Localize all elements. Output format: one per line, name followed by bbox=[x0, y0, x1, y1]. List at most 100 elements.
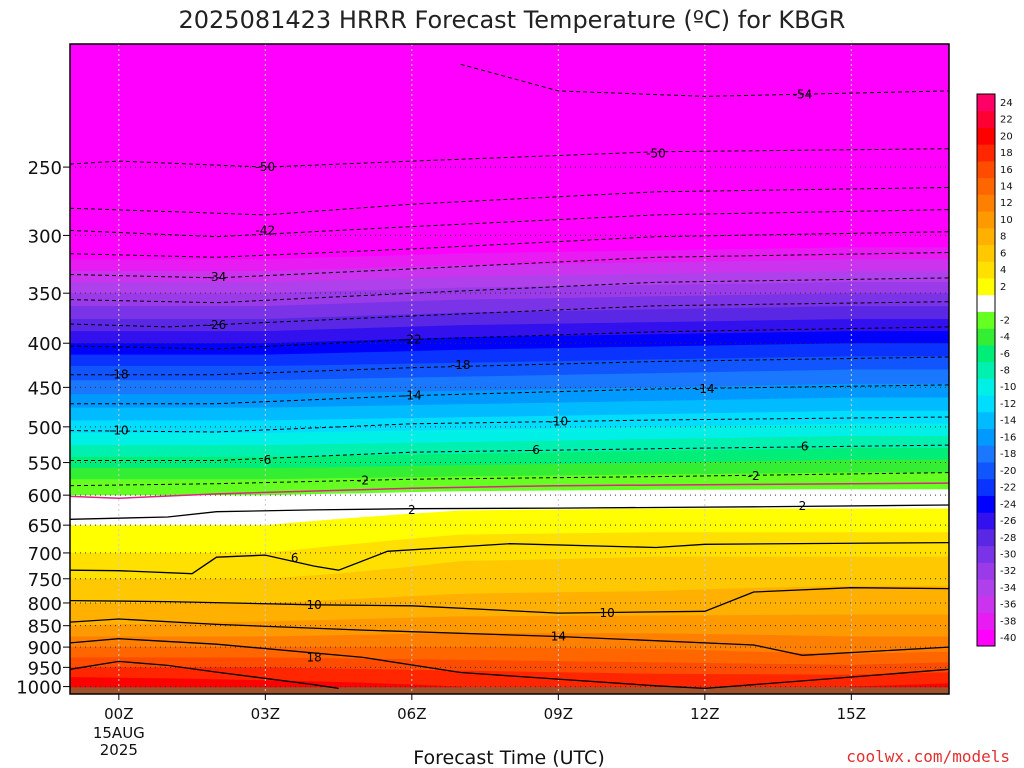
colorbar-swatch bbox=[977, 579, 995, 597]
contour-line-solid bbox=[70, 587, 949, 614]
colorbar-swatch bbox=[977, 395, 995, 413]
contour-label: -18 bbox=[451, 358, 471, 372]
colorbar-swatch bbox=[977, 478, 995, 496]
colorbar-label: 4 bbox=[1000, 265, 1006, 276]
x-tick-label: 09Z bbox=[544, 705, 573, 723]
colorbar-legend: -40-38-36-34-32-30-28-26-24-22-20-18-16-… bbox=[976, 93, 1016, 647]
contour-line-solid bbox=[70, 618, 949, 656]
colorbar-swatch bbox=[977, 211, 995, 229]
credit-link[interactable]: coolwx.com/models bbox=[846, 747, 1010, 766]
contour-label: 14 bbox=[551, 630, 566, 644]
colorbar-swatch bbox=[977, 512, 995, 530]
colorbar-label: -22 bbox=[1000, 483, 1016, 494]
ground-layer bbox=[70, 687, 949, 694]
contour-label: -54 bbox=[793, 88, 813, 102]
y-tick-label: 650 bbox=[28, 516, 62, 537]
plot-area: 2 2 6 10 10 14 18 -2 -2 -6 -6 -6 -10 -10 -14 -14 -18 -18 -… bbox=[70, 44, 949, 694]
colorbar-label: -30 bbox=[1000, 550, 1016, 561]
colorbar-swatch bbox=[977, 261, 995, 279]
colorbar-label: 14 bbox=[1000, 182, 1013, 193]
colorbar-swatch bbox=[977, 428, 995, 446]
contour-label: 18 bbox=[307, 650, 322, 664]
x-tick-label: 03Z bbox=[251, 705, 280, 723]
contour-label: -34 bbox=[207, 270, 227, 284]
y-tick-label: 600 bbox=[28, 486, 62, 507]
y-tick-label: 300 bbox=[28, 226, 62, 247]
y-tick-label: 1000 bbox=[16, 678, 62, 699]
x-tick-label: 15Z bbox=[837, 705, 866, 723]
colorbar-swatch bbox=[977, 562, 995, 580]
temperature-contours bbox=[70, 63, 949, 690]
colorbar-swatch bbox=[977, 294, 995, 312]
colorbar-swatch bbox=[977, 445, 995, 463]
colorbar-label: 10 bbox=[1000, 215, 1013, 226]
contour-label: -26 bbox=[207, 318, 227, 332]
contour-label: -18 bbox=[109, 368, 129, 382]
colorbar-swatch bbox=[977, 278, 995, 296]
colorbar-swatch bbox=[977, 160, 995, 179]
colorbar-swatch bbox=[977, 244, 995, 262]
colorbar-swatch bbox=[977, 462, 995, 480]
colorbar-label: 12 bbox=[1000, 198, 1013, 209]
contour-label: -2 bbox=[357, 474, 369, 488]
x-tick-label: 00Z bbox=[104, 705, 133, 723]
contour-label: -6 bbox=[259, 453, 271, 467]
temperature-fill bbox=[70, 44, 949, 694]
colorbar-label: -14 bbox=[1000, 416, 1016, 427]
x-axis-label: Forecast Time (UTC) bbox=[413, 747, 604, 768]
colorbar-label: 24 bbox=[1000, 98, 1013, 109]
colorbar-swatch bbox=[977, 110, 995, 128]
contour-line-dashed bbox=[70, 148, 949, 168]
colorbar-swatch bbox=[977, 629, 995, 647]
x-tick-label: 12Z bbox=[690, 705, 719, 723]
colorbar-label: -8 bbox=[1000, 366, 1010, 377]
x-tick-sublabel: 2025 bbox=[100, 741, 138, 759]
colorbar-swatch bbox=[977, 411, 995, 430]
contour-label: 2 bbox=[799, 499, 807, 513]
contour-line-solid bbox=[70, 660, 339, 690]
colorbar-swatch bbox=[977, 361, 995, 379]
contour-line-dashed bbox=[460, 63, 949, 97]
colorbar-label: -34 bbox=[1000, 583, 1016, 594]
contour-label: -10 bbox=[549, 415, 569, 429]
colorbar-label: -40 bbox=[1000, 633, 1016, 644]
plot-frame bbox=[69, 43, 950, 695]
contour-line-solid bbox=[70, 541, 949, 575]
y-tick-label: 500 bbox=[28, 418, 62, 439]
colorbar-label: -16 bbox=[1000, 432, 1016, 443]
contour-line-dashed bbox=[70, 301, 949, 328]
colorbar-label: 22 bbox=[1000, 115, 1013, 126]
contour-labels: 2 2 6 10 10 14 18 -2 -2 -6 -6 -6 -10 -10 -14 -14 -18 -18 -… bbox=[109, 88, 812, 665]
colorbar-label: -38 bbox=[1000, 616, 1016, 627]
contour-label: 10 bbox=[307, 598, 322, 612]
y-tick-label: 750 bbox=[28, 570, 62, 591]
colorbar-swatch bbox=[977, 545, 995, 563]
colorbar-label: 18 bbox=[1000, 148, 1013, 159]
contour-label: -50 bbox=[256, 160, 276, 174]
colorbar-label: -2 bbox=[1000, 315, 1010, 326]
colorbar-label: -10 bbox=[1000, 382, 1016, 393]
colorbar-swatch bbox=[977, 344, 995, 363]
grid-lines bbox=[70, 44, 949, 694]
y-tick-label: 800 bbox=[28, 594, 62, 615]
colorbar-label: -32 bbox=[1000, 566, 1016, 577]
x-tick-sublabel: 15AUG bbox=[93, 724, 145, 742]
contour-label: 2 bbox=[408, 503, 416, 517]
y-tick-label: 950 bbox=[28, 658, 62, 679]
colorbar-swatch bbox=[977, 328, 995, 346]
contour-label: -50 bbox=[646, 146, 666, 160]
contour-label: -2 bbox=[748, 469, 760, 483]
contour-line-solid bbox=[70, 504, 949, 520]
contour-label: -6 bbox=[797, 440, 809, 454]
contour-line-solid bbox=[704, 668, 949, 690]
x-tick-label: 06Z bbox=[397, 705, 426, 723]
y-tick-label: 700 bbox=[28, 544, 62, 565]
colorbar-label: -20 bbox=[1000, 466, 1016, 477]
colorbar-swatch bbox=[977, 144, 995, 162]
colorbar-label: -18 bbox=[1000, 449, 1016, 460]
colorbar-label: 2 bbox=[1000, 282, 1006, 293]
colorbar-frame bbox=[976, 93, 996, 647]
colorbar-label: -24 bbox=[1000, 499, 1016, 510]
colorbar-swatch bbox=[977, 177, 995, 195]
